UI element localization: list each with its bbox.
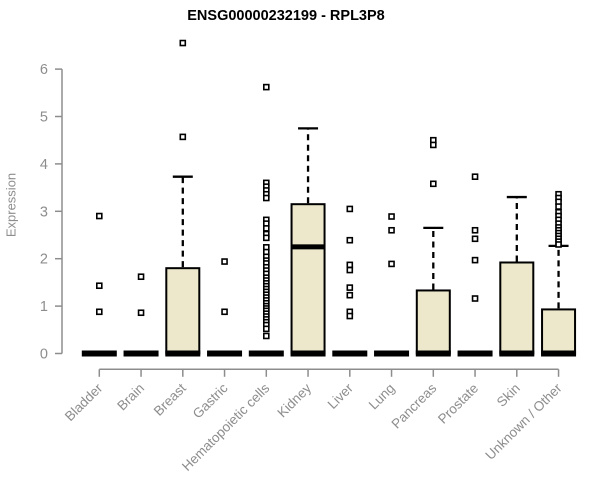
outlier-point bbox=[262, 83, 270, 91]
zero-bar-pancreas bbox=[415, 350, 451, 357]
outlier-point bbox=[471, 226, 479, 234]
y-tick-label: 1 bbox=[40, 299, 48, 315]
outlier-point bbox=[221, 258, 228, 265]
box-breast bbox=[165, 267, 201, 355]
outlier-point bbox=[179, 39, 187, 47]
zero-bar-prostate bbox=[457, 350, 493, 357]
zero-bar-gastric bbox=[207, 350, 243, 357]
outlier-point bbox=[471, 235, 479, 243]
outlier-point bbox=[96, 308, 103, 316]
outlier-point bbox=[179, 133, 187, 141]
zero-bar-liver bbox=[332, 350, 368, 357]
outlier-point bbox=[555, 241, 562, 248]
outlier-point bbox=[429, 180, 437, 188]
outlier-point bbox=[555, 203, 562, 210]
outlier-point bbox=[471, 173, 479, 180]
outlier-point bbox=[346, 236, 354, 244]
outlier-point bbox=[96, 212, 103, 220]
outlier-point bbox=[346, 312, 354, 320]
box-skin bbox=[499, 261, 535, 355]
box-unknown-other bbox=[541, 308, 577, 355]
outlier-point bbox=[262, 225, 270, 232]
y-tick-label: 6 bbox=[40, 62, 48, 78]
zero-bar-lung bbox=[374, 350, 410, 357]
outlier-point bbox=[262, 234, 270, 242]
outlier-point bbox=[137, 309, 145, 317]
x-tick-label: Breast bbox=[151, 380, 189, 418]
zero-bar-skin bbox=[499, 350, 535, 357]
box-kidney bbox=[290, 203, 326, 355]
outlier-point bbox=[262, 325, 270, 333]
outlier-point bbox=[346, 284, 354, 291]
zero-bar-brain bbox=[123, 350, 159, 357]
y-tick-label: 0 bbox=[40, 347, 48, 363]
outlier-point bbox=[137, 273, 145, 281]
outlier-point bbox=[262, 332, 270, 340]
x-tick-label: Prostate bbox=[435, 381, 481, 427]
outlier-point bbox=[346, 266, 354, 274]
zero-bar-unknown-other bbox=[541, 350, 577, 357]
outlier-point bbox=[388, 260, 395, 268]
x-tick-label: Pancreas bbox=[388, 380, 439, 431]
zero-bar-hematopoietic-cells bbox=[248, 350, 284, 357]
outlier-point bbox=[346, 205, 354, 213]
outlier-point bbox=[471, 295, 479, 302]
x-tick-label: Lung bbox=[366, 381, 398, 413]
zero-bar-kidney bbox=[290, 350, 326, 357]
outlier-point bbox=[221, 308, 228, 316]
zero-bar-breast bbox=[165, 350, 201, 357]
outlier-point bbox=[471, 256, 479, 264]
outlier-point bbox=[388, 213, 395, 220]
outlier-point bbox=[388, 226, 395, 234]
x-tick-label: Unknown / Other bbox=[482, 380, 565, 463]
outlier-point bbox=[96, 282, 103, 290]
zero-bar-bladder bbox=[81, 350, 117, 357]
outlier-point bbox=[429, 141, 437, 149]
x-tick-label: Gastric bbox=[190, 380, 231, 421]
x-tick-label: Skin bbox=[494, 381, 523, 410]
outlier-point bbox=[346, 261, 354, 269]
y-tick-label: 4 bbox=[40, 157, 48, 173]
y-tick-label: 2 bbox=[40, 252, 48, 268]
outlier-point bbox=[346, 291, 354, 299]
y-tick-label: 3 bbox=[40, 204, 48, 220]
chart-title: ENSG00000232199 - RPL3P8 bbox=[187, 8, 385, 24]
outlier-point bbox=[262, 194, 270, 202]
x-tick-label: Kidney bbox=[274, 380, 314, 420]
x-tick-label: Bladder bbox=[62, 380, 106, 424]
x-tick-label: Liver bbox=[325, 380, 357, 412]
x-tick-label: Brain bbox=[114, 381, 147, 414]
median-kidney bbox=[291, 244, 325, 250]
y-tick-label: 5 bbox=[40, 110, 48, 126]
box-pancreas bbox=[415, 289, 451, 355]
